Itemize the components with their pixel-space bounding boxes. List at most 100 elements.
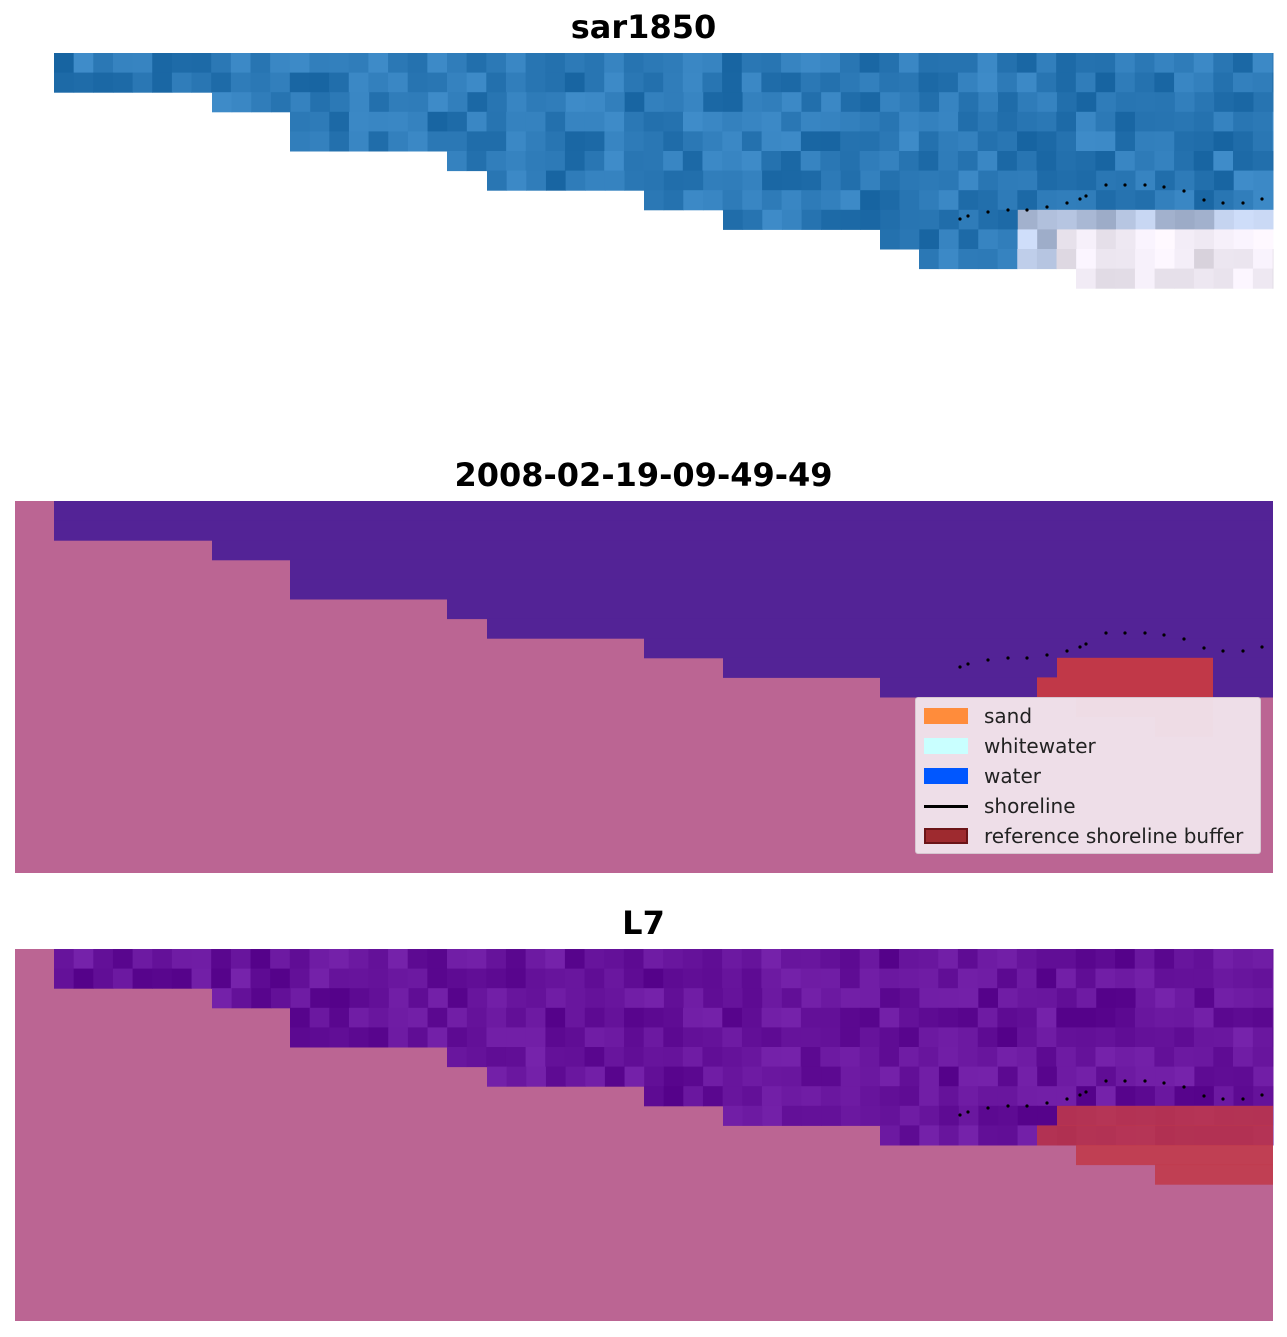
landsat-pixel — [683, 1007, 704, 1028]
landsat-pixel — [525, 1027, 546, 1048]
sar-pixel — [840, 151, 861, 172]
sar-pixel — [565, 170, 586, 191]
sar-pixel — [427, 72, 448, 93]
sar-pixel — [388, 111, 409, 132]
landsat-pixel — [898, 968, 920, 989]
landsat-pixel — [447, 1007, 468, 1028]
sar-pixel — [643, 53, 664, 74]
landsat-pixel — [506, 1007, 527, 1028]
sar-pixel — [898, 53, 920, 74]
landsat-pixel — [761, 949, 782, 970]
shoreline-dot — [1006, 208, 1010, 212]
landsat-pixel — [997, 1027, 1018, 1048]
landsat-pixel — [348, 1007, 370, 1028]
sar-pixel — [368, 72, 389, 93]
sar-pixel — [467, 92, 488, 113]
sar-pixel — [623, 151, 644, 172]
landsat-pixel — [820, 1086, 841, 1107]
sar-pixel — [132, 53, 153, 74]
shoreline-dot — [1078, 645, 1082, 649]
sar-pixel — [997, 131, 1018, 152]
landsat-pixel — [1272, 968, 1274, 989]
landsat-pixel — [427, 1007, 448, 1028]
landsat-pixel — [585, 1066, 606, 1087]
sar-pixel — [741, 111, 763, 132]
landsat-pixel — [1037, 1105, 1058, 1126]
sar-pixel — [1075, 151, 1096, 172]
shoreline-dot — [1143, 631, 1147, 635]
landsat-pixel — [112, 949, 134, 970]
landsat-pixel — [741, 968, 762, 989]
sar-pixel — [978, 92, 999, 113]
landsat-pixel — [880, 988, 901, 1009]
sar-pixel — [977, 131, 998, 152]
landsat-pixel — [977, 1047, 998, 1068]
landsat-pixel — [1017, 1027, 1038, 1048]
shoreline-dot — [1182, 637, 1186, 641]
landsat-pixel — [447, 1027, 468, 1048]
landsat-pixel — [368, 1007, 389, 1028]
landsat-pixel — [545, 1027, 566, 1048]
sar-pixel — [919, 190, 940, 211]
landsat-pixel — [604, 1047, 625, 1068]
sar-pixel — [407, 131, 429, 152]
landsat-pixel — [918, 1047, 939, 1068]
landsat-pixel — [958, 1027, 979, 1048]
shoreline-dot — [1078, 197, 1082, 201]
sar-pixel — [1272, 72, 1274, 93]
landsat-pixel — [1056, 968, 1077, 989]
sar-pixel — [1017, 111, 1038, 132]
landsat-pixel — [1095, 1007, 1116, 1028]
sar-pixel — [486, 151, 507, 172]
landsat-pixel — [977, 1027, 998, 1048]
sar-pixel — [1233, 209, 1255, 230]
landsat-pixel — [1253, 1086, 1274, 1107]
landsat-pixel — [722, 1086, 743, 1107]
sar-pixel — [741, 72, 762, 93]
sar-pixel — [310, 92, 331, 113]
sar-pixel — [1017, 92, 1038, 113]
landsat-pixel — [899, 1066, 920, 1087]
sar-pixel — [1134, 151, 1155, 172]
landsat-pixel — [1056, 1086, 1077, 1107]
landsat-pixel — [369, 988, 390, 1009]
landsat-pixel — [1233, 968, 1254, 989]
landsat-pixel — [545, 1066, 567, 1087]
sar-pixel — [368, 131, 389, 152]
sar-pixel — [1233, 53, 1254, 74]
legend-label: water — [984, 764, 1041, 788]
sar-pixel — [663, 72, 684, 93]
sar-pixel — [1095, 268, 1116, 289]
sar-pixel — [898, 151, 920, 172]
sar-pixel — [859, 151, 880, 172]
sar-pixel — [1056, 170, 1077, 191]
shoreline-dot — [1025, 656, 1029, 660]
sar-pixel — [1016, 72, 1037, 93]
sar-pixel — [1272, 53, 1274, 74]
sar-pixel — [703, 170, 724, 191]
sar-pixel — [958, 209, 979, 230]
sar-pixel — [997, 111, 1018, 132]
sar-pixel — [997, 170, 1019, 191]
sar-pixel — [368, 53, 389, 74]
landsat-pixel — [938, 1125, 960, 1146]
landsat-pixel — [977, 968, 998, 989]
landsat-pixel — [486, 949, 507, 970]
landsat-pixel — [918, 1007, 939, 1028]
landsat-pixel — [270, 949, 291, 970]
sar-pixel — [1076, 190, 1097, 211]
shoreline-dot — [1104, 631, 1108, 635]
landsat-pixel — [1115, 1066, 1136, 1087]
sar-pixel — [1193, 72, 1214, 93]
landsat-pixel — [623, 1047, 644, 1068]
landsat-pixel — [407, 949, 428, 970]
sar-pixel — [624, 92, 645, 113]
landsat-pixel — [722, 968, 743, 989]
sar-pixel — [388, 92, 409, 113]
sar-pixel — [1174, 229, 1195, 250]
sar-pixel — [1154, 190, 1176, 211]
sar-pixel — [938, 249, 959, 270]
sar-pixel — [1213, 53, 1234, 74]
landsat-pixel — [73, 949, 94, 970]
landsat-pixel — [683, 1027, 704, 1048]
